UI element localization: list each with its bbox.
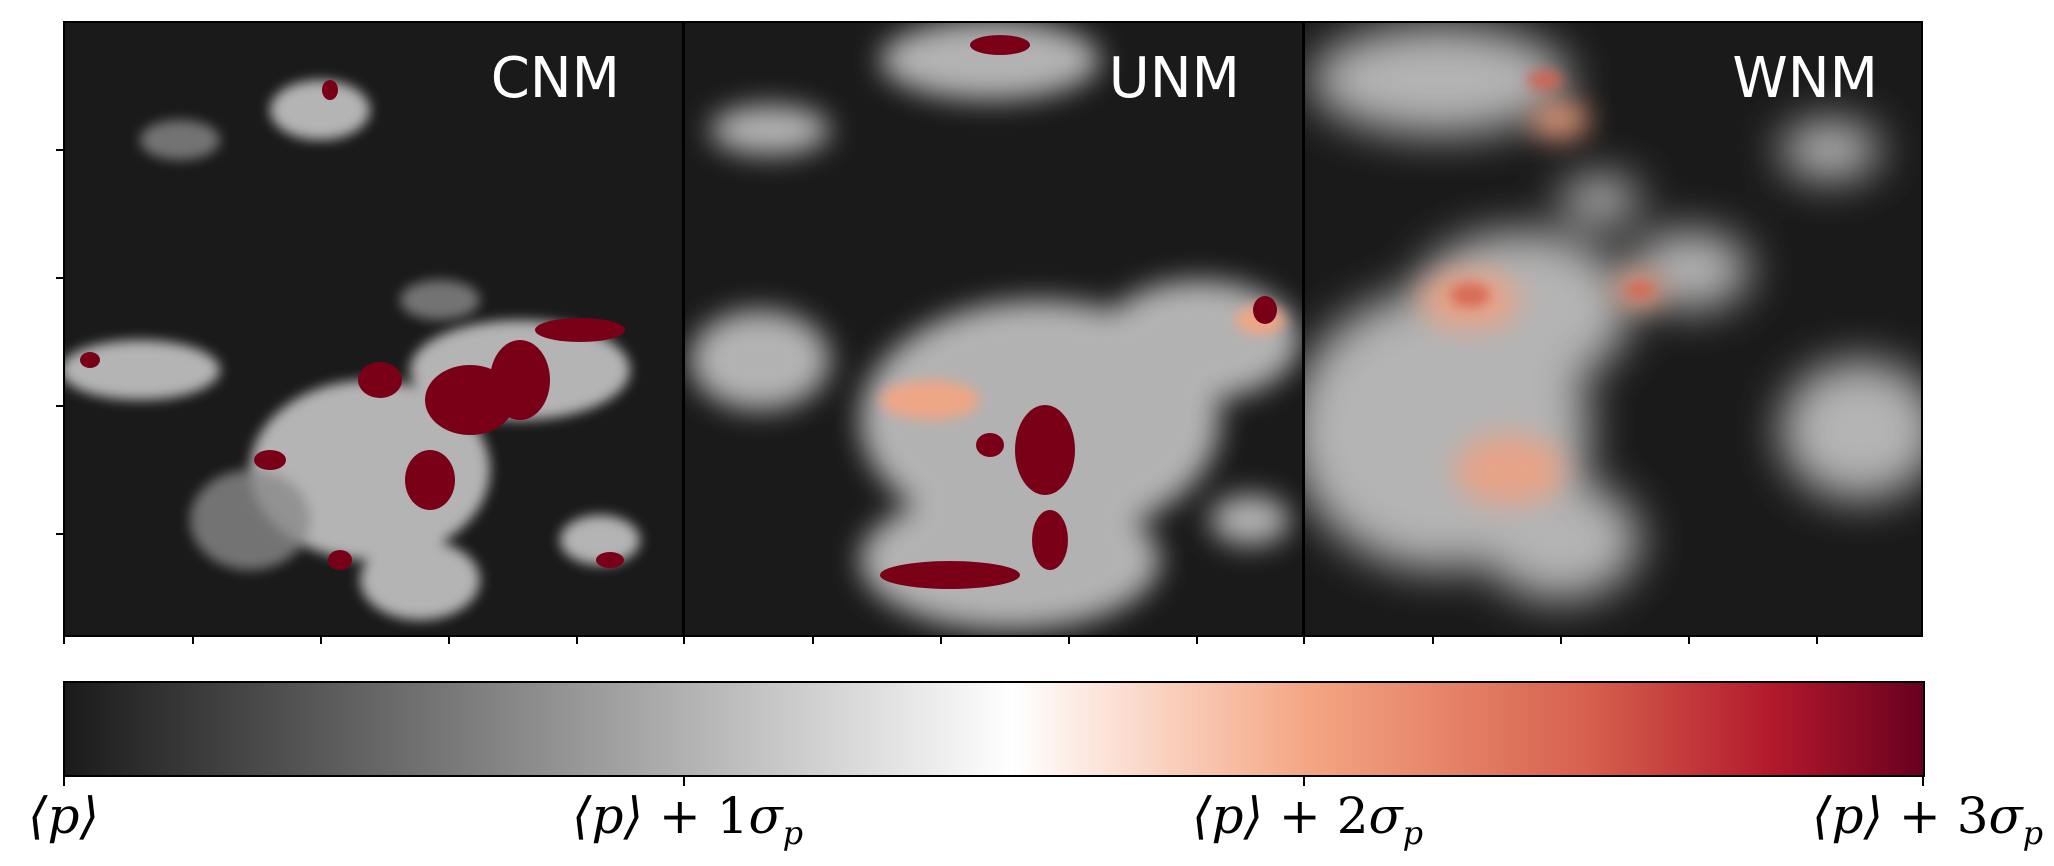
colorbar bbox=[63, 681, 1925, 786]
panel-wnm: WNM bbox=[1303, 21, 1923, 637]
unm-high-pressure bbox=[880, 35, 1277, 589]
cnm-high-pressure bbox=[80, 80, 625, 570]
panel-label-unm: UNM bbox=[1109, 46, 1240, 111]
panel-label-wnm: WNM bbox=[1732, 46, 1878, 111]
panel-cnm: CNM bbox=[63, 21, 684, 637]
wnm-density-map bbox=[1304, 25, 1922, 600]
axis-ticks bbox=[56, 149, 1818, 644]
unm-density-map bbox=[690, 22, 1300, 630]
colorbar-tick-label-3sigma: ⟨p⟩ + 3σp bbox=[1812, 787, 2044, 852]
panel-label-cnm: CNM bbox=[491, 46, 620, 111]
colorbar-tick-label-2sigma: ⟨p⟩ + 2σp bbox=[1192, 787, 1424, 852]
panel-unm: UNM bbox=[683, 21, 1304, 637]
colorbar-tick-label-1sigma: ⟨p⟩ + 1σp bbox=[572, 787, 804, 852]
cnm-density-map bbox=[64, 80, 640, 620]
colorbar-tick-label-mean: ⟨p⟩ bbox=[28, 787, 100, 845]
